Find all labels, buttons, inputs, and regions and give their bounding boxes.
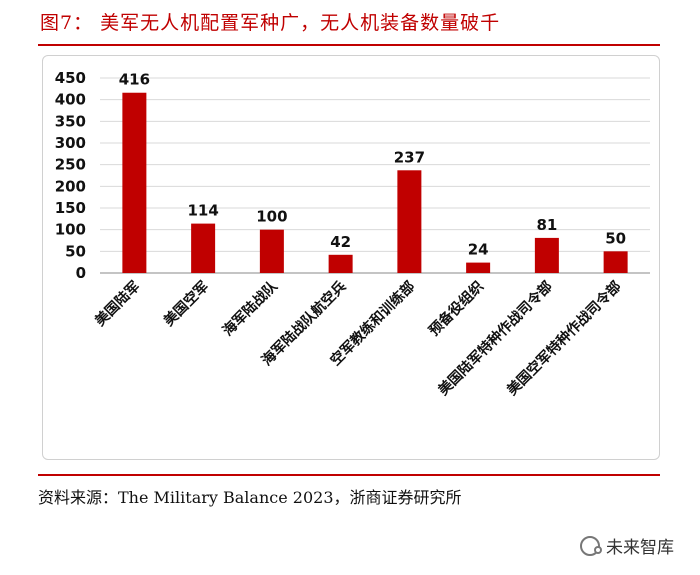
source-note: 资料来源：The Military Balance 2023，浙商证券研究所 [38,488,462,507]
data-label: 81 [536,216,557,234]
source-rule [38,474,660,476]
y-tick-label: 150 [55,199,86,217]
x-tick-label: 海军陆战队 [219,277,281,339]
x-tick-label: 美国空军 [160,278,212,330]
y-tick-label: 400 [55,91,86,109]
bar [397,170,422,273]
x-tick-label: 预备役组织 [425,278,487,340]
x-tick-label: 美国陆军特种作战司令部 [435,278,556,399]
data-label: 50 [605,229,626,247]
y-tick-label: 100 [55,221,86,239]
figure-title: 图7： 美军无人机配置军种广，无人机装备数量破千 [40,12,501,34]
y-tick-label: 250 [55,156,86,174]
wechat-icon [580,535,602,556]
data-label: 416 [119,71,150,89]
y-tick-label: 450 [55,69,86,87]
data-labels: 416 114 100 42 237 24 81 50 [119,71,626,259]
bar [122,92,147,273]
title-rule [38,44,660,46]
y-tick-label: 50 [65,242,86,260]
bar [603,251,628,273]
data-label: 100 [256,208,287,226]
y-tick-label: 0 [76,264,86,282]
chart-frame [42,55,660,460]
bar [191,223,216,273]
bar-chart: 0 50 100 150 200 250 300 350 400 450 416 114 100 42 2… [55,69,650,399]
data-label: 237 [394,148,425,166]
watermark-text: 未来智库 [606,538,674,558]
y-tick-label: 200 [55,177,86,195]
bar [534,237,559,273]
bar [466,262,491,273]
gridlines [100,77,650,274]
bars [122,92,628,273]
bar [328,254,353,273]
watermark: 未来智库 [580,533,674,558]
data-label: 114 [187,202,218,220]
y-tick-label: 300 [55,134,86,152]
data-label: 24 [468,241,489,259]
data-label: 42 [330,233,351,251]
y-axis-ticks: 0 50 100 150 200 250 300 350 400 450 [55,69,86,282]
y-tick-label: 350 [55,112,86,130]
x-tick-label: 美国空军特种作战司令部 [504,278,625,399]
bar [259,229,284,273]
x-tick-label: 美国陆军 [92,278,144,330]
